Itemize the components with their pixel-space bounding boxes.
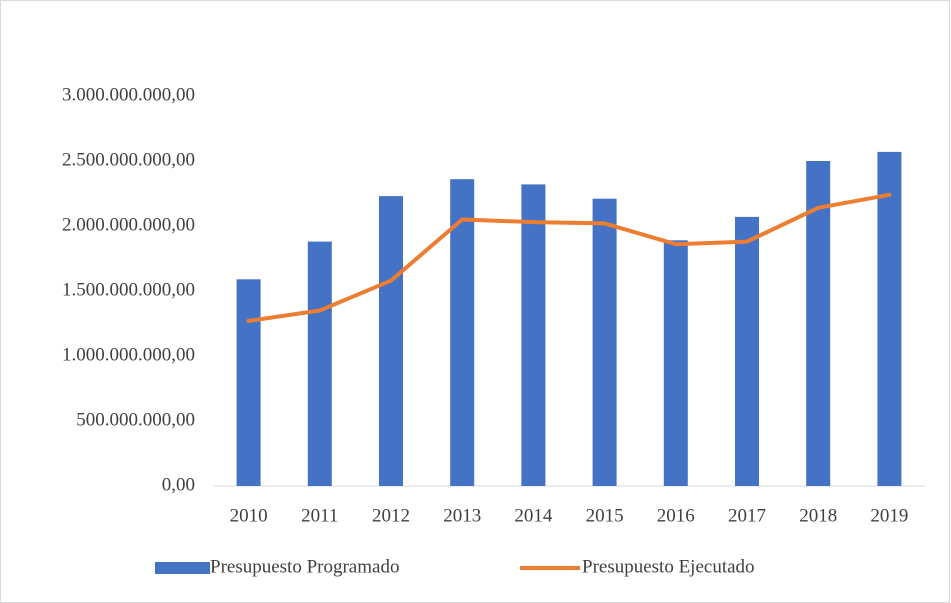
bar <box>663 240 688 486</box>
y-tick-label: 2.500.000.000,00 <box>62 149 195 170</box>
x-tick-label: 2012 <box>372 505 410 526</box>
y-tick-label: 0,00 <box>162 474 195 495</box>
x-tick-label: 2015 <box>586 505 624 526</box>
y-tick-label: 1.500.000.000,00 <box>62 279 195 300</box>
bar <box>307 241 332 486</box>
legend-swatch <box>155 562 210 574</box>
x-tick-label: 2017 <box>728 505 766 526</box>
y-tick-label: 500.000.000,00 <box>76 409 195 430</box>
x-tick-label: 2016 <box>657 505 695 526</box>
x-tick-label: 2019 <box>870 505 908 526</box>
y-tick-label: 2.000.000.000,00 <box>62 214 195 235</box>
bar <box>521 184 546 486</box>
x-tick-label: 2010 <box>230 505 268 526</box>
x-tick-label: 2018 <box>799 505 837 526</box>
bar <box>379 196 403 486</box>
bar <box>236 279 261 486</box>
y-tick-label: 1.000.000.000,00 <box>62 344 195 365</box>
x-tick-label: 2014 <box>514 505 553 526</box>
bar <box>877 151 902 486</box>
legend-label: Presupuesto Ejecutado <box>582 556 755 577</box>
bar <box>806 161 831 486</box>
y-tick-label: 3.000.000.000,00 <box>62 84 195 105</box>
bar <box>735 216 759 486</box>
x-tick-label: 2013 <box>443 505 481 526</box>
bar <box>450 179 475 486</box>
x-tick-label: 2011 <box>301 505 338 526</box>
line <box>246 192 892 323</box>
bar <box>592 198 617 486</box>
legend-label: Presupuesto Programado <box>210 556 399 577</box>
